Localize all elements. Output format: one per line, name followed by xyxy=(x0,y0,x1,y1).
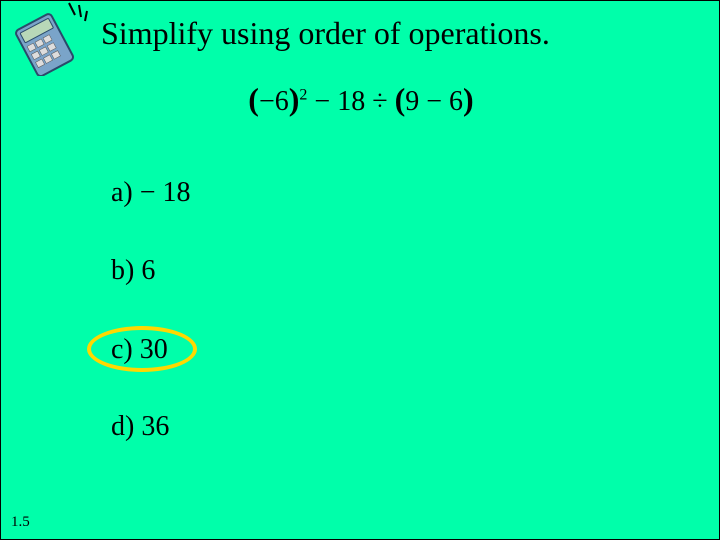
neg-six: −6 xyxy=(259,86,289,117)
footer-label: 1.5 xyxy=(11,514,30,531)
minus-op: − xyxy=(307,86,337,117)
answer-b[interactable]: b) 6 xyxy=(111,255,155,287)
divide-op: ÷ xyxy=(365,86,394,117)
slide-title: Simplify using order of operations. xyxy=(101,15,550,52)
slide: Simplify using order of operations. (−6)… xyxy=(0,0,720,540)
answer-d[interactable]: d) 36 xyxy=(111,411,169,443)
equation: (−6)2 − 18 ÷ (9 − 6) xyxy=(1,81,720,118)
paren-open-2: ( xyxy=(395,81,406,117)
answer-a[interactable]: a) − 18 xyxy=(111,177,191,209)
nine-minus-six: 9 − 6 xyxy=(405,86,463,117)
correct-highlight xyxy=(87,326,197,372)
paren-close-1: ) xyxy=(289,81,300,117)
paren-open-1: ( xyxy=(248,81,259,117)
calculator-icon xyxy=(5,1,95,76)
eighteen: 18 xyxy=(337,86,365,117)
paren-close-2: ) xyxy=(463,81,474,117)
